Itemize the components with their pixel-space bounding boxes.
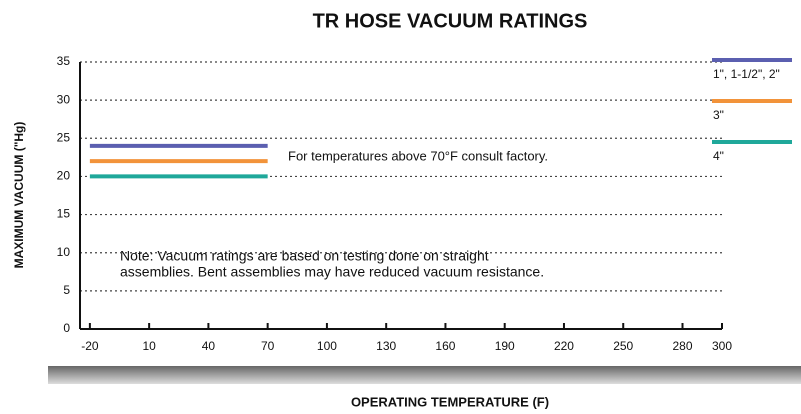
x-tick-label: 300 <box>712 339 732 353</box>
x-axis-label: OPERATING TEMPERATURE (F) <box>351 394 549 409</box>
y-tick-label: 5 <box>63 283 70 297</box>
x-tick-label: 70 <box>261 339 275 353</box>
chart-title: TR HOSE VACUUM RATINGS <box>313 10 588 32</box>
legend-label: 4" <box>713 149 724 163</box>
y-axis-label: MAXIMUM VACUUM ("Hg) <box>12 122 26 269</box>
y-tick-label: 35 <box>57 54 71 68</box>
y-tick-label: 10 <box>57 245 71 259</box>
shadow-bar <box>48 366 801 384</box>
annotation: assemblies. Bent assemblies may have red… <box>120 264 544 280</box>
y-tick-label: 20 <box>57 169 71 183</box>
x-tick-label: 130 <box>376 339 396 353</box>
annotation: For temperatures above 70°F consult fact… <box>288 148 548 163</box>
legend-label: 1", 1-1/2", 2" <box>713 67 780 81</box>
x-tick-label: -20 <box>81 339 99 353</box>
x-tick-label: 250 <box>613 339 633 353</box>
x-tick-label: 40 <box>202 339 216 353</box>
y-tick-label: 30 <box>57 92 71 106</box>
x-tick-label: 190 <box>495 339 515 353</box>
x-tick-label: 100 <box>317 339 337 353</box>
y-tick-label: 15 <box>57 207 71 221</box>
legend-label: 3" <box>713 108 724 122</box>
annotation: Note: Vacuum ratings are based on testin… <box>120 248 489 264</box>
x-tick-label: 10 <box>142 339 156 353</box>
y-tick-label: 0 <box>63 321 70 335</box>
y-tick-label: 25 <box>57 130 71 144</box>
x-tick-label: 220 <box>554 339 574 353</box>
x-tick-label: 280 <box>672 339 692 353</box>
x-tick-label: 160 <box>435 339 455 353</box>
